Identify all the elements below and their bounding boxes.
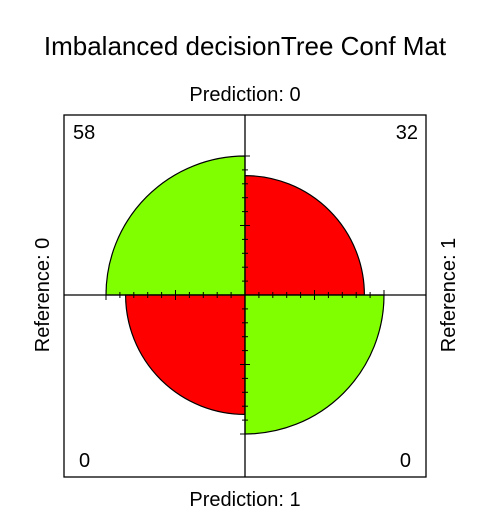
chart-title: Imbalanced decisionTree Conf Mat	[44, 31, 447, 61]
quadrant-wedges	[105, 155, 385, 435]
wedge-bottom-right	[244, 294, 385, 435]
wedge-bottom-left	[124, 294, 246, 416]
count-bottom-right: 0	[400, 450, 411, 472]
wedge-top-left	[105, 155, 246, 296]
right-axis-label: Reference: 1	[438, 238, 460, 353]
count-bottom-left: 0	[79, 450, 90, 472]
count-top-right: 32	[396, 122, 418, 144]
left-axis-label: Reference: 0	[32, 238, 54, 353]
bottom-axis-label: Prediction: 1	[189, 489, 300, 511]
wedge-top-right	[244, 174, 366, 296]
top-axis-label: Prediction: 0	[189, 84, 300, 106]
axis-ticks	[105, 155, 385, 435]
count-top-left: 58	[73, 122, 95, 144]
